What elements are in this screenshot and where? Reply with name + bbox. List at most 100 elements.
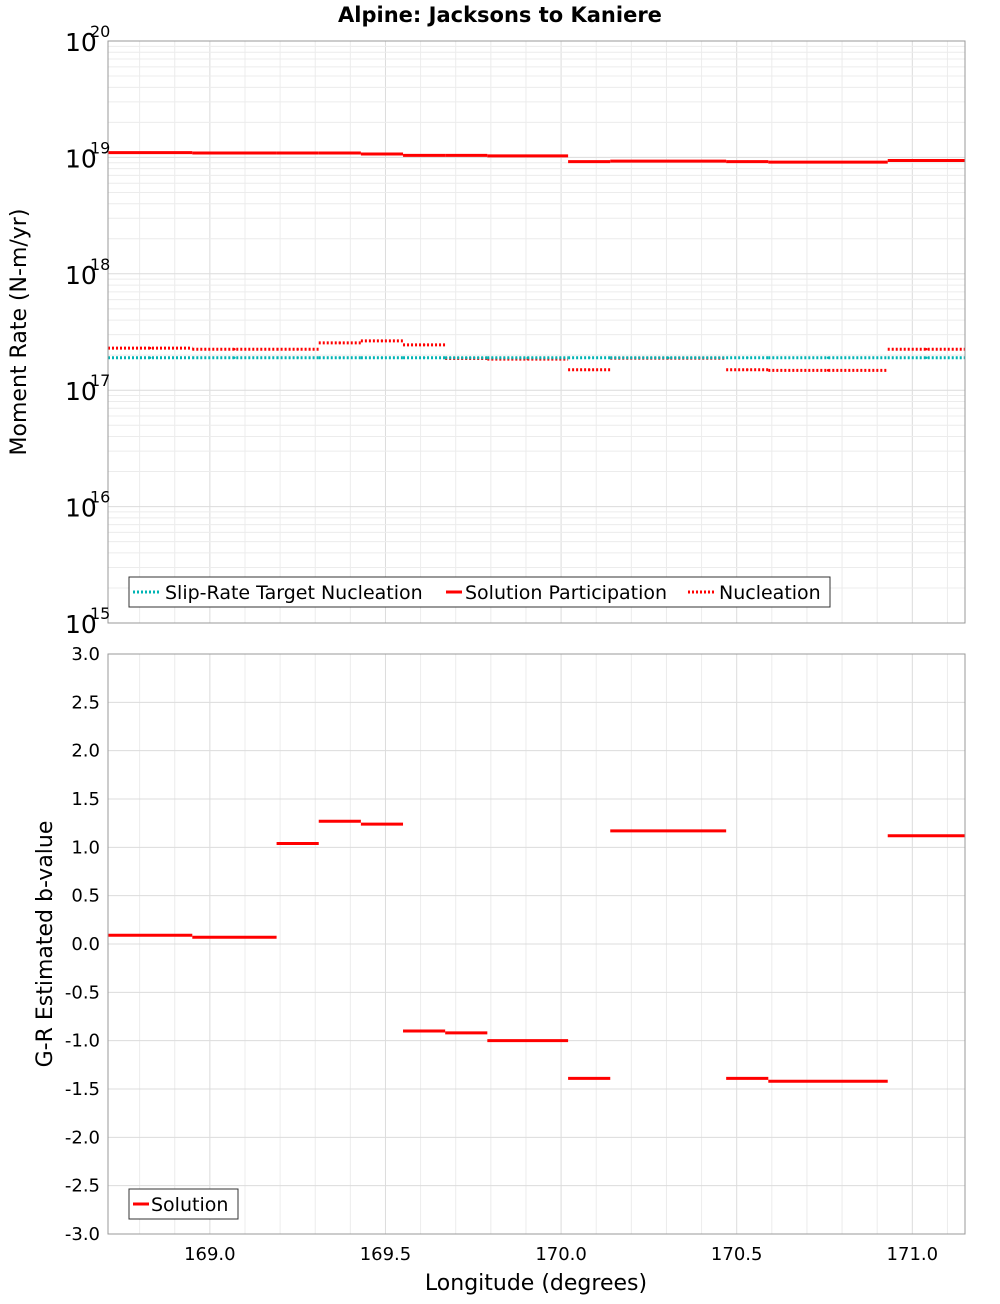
top-series-nucleation-point — [233, 348, 236, 351]
top-series-solution-participation-point — [925, 159, 928, 162]
top-series-solution-participation-point — [465, 154, 468, 157]
x-tick-label: 171.0 — [887, 1244, 939, 1265]
top-y-tick-exponent: 17 — [90, 371, 110, 390]
bottom-series-solution-point — [380, 822, 384, 826]
top-y-tick-label: 10 — [65, 494, 97, 523]
bottom-series-solution-point — [338, 820, 342, 823]
top-series-solution-participation-point — [338, 151, 342, 155]
top-series-slip-rate-target-nucleation-point — [296, 356, 299, 359]
top-y-tick-exponent: 20 — [90, 22, 110, 41]
top-y-tick-label: 10 — [65, 610, 97, 639]
bottom-series-solution-point — [587, 1077, 591, 1080]
bottom-series-solution-point — [826, 1080, 830, 1083]
top-series-slip-rate-target-nucleation-point — [465, 356, 468, 359]
legend-label-solution-participation: Solution Participation — [465, 582, 667, 604]
legend-label-solution: Solution — [151, 1194, 228, 1216]
x-tick-label: 170.5 — [711, 1244, 763, 1265]
top-y-tick-exponent: 18 — [90, 255, 110, 274]
top-series-slip-rate-target-nucleation-point — [380, 356, 384, 359]
top-series-slip-rate-target-nucleation-point — [526, 356, 529, 359]
bottom-y-tick-label: -3.0 — [65, 1224, 100, 1245]
bottom-y-tick-label: 3.0 — [71, 644, 100, 665]
top-legend: Slip-Rate Target Nucleation Solution Par… — [128, 576, 831, 608]
chart-title: Alpine: Jacksons to Kaniere — [338, 3, 662, 27]
top-y-tick-label: 10 — [65, 261, 97, 290]
bottom-plot-grid — [108, 653, 965, 1235]
bottom-y-tick-label: 2.0 — [71, 741, 100, 762]
top-series-slip-rate-target-nucleation-point — [422, 356, 426, 359]
x-axis-label: Longitude (degrees) — [425, 1271, 647, 1296]
x-axis-ticks: 169.0 169.5 170.0 170.5 171.0 — [184, 1244, 938, 1265]
top-series-nucleation-point — [338, 341, 342, 345]
top-series-nucleation-point — [925, 348, 928, 351]
top-series-nucleation-point — [296, 348, 299, 351]
top-series-slip-rate-target-nucleation-point — [746, 356, 749, 359]
top-series-nucleation-point — [148, 346, 152, 350]
top-series-solution-participation-point — [667, 159, 670, 163]
bottom-series-solution-point — [746, 1077, 749, 1080]
bottom-legend: Solution — [128, 1188, 239, 1220]
top-y-tick-exponent: 16 — [90, 488, 110, 507]
legend-label-nucleation: Nucleation — [719, 582, 821, 604]
top-series-slip-rate-target-nucleation-point — [667, 356, 670, 359]
x-tick-label: 170.0 — [535, 1244, 587, 1265]
top-series-slip-rate-target-nucleation-point — [925, 356, 928, 359]
top-y-tick-label: 10 — [65, 377, 97, 406]
top-series-nucleation-point — [380, 339, 384, 343]
bottom-series-solution-point — [233, 936, 236, 939]
top-series-solution-participation-point — [296, 151, 299, 155]
bottom-series-solution-point — [465, 1031, 468, 1035]
top-series-nucleation-point — [826, 369, 830, 372]
bottom-y-tick-label: 0.0 — [71, 934, 100, 955]
bottom-y-tick-label: -2.5 — [65, 1176, 100, 1197]
bottom-series-solution-point — [148, 934, 152, 937]
top-plot-grid — [108, 41, 965, 624]
bottom-plot-y-ticks: 3.0 2.5 2.0 1.5 1.0 0.5 0.0 -0.5 -1.0 -1.5 -2.0 -2.… — [65, 644, 100, 1245]
bottom-y-tick-label: 0.5 — [71, 886, 100, 907]
x-tick-label: 169.0 — [184, 1244, 236, 1265]
bottom-series-solution-point — [422, 1029, 426, 1033]
bottom-y-axis-label: G-R Estimated b-value — [33, 821, 58, 1068]
top-y-tick-exponent: 15 — [90, 604, 110, 623]
top-series-slip-rate-target-nucleation-point — [826, 356, 830, 359]
bottom-plot-series — [108, 819, 965, 1083]
top-series-solution-participation-point — [148, 151, 152, 154]
top-series-solution-participation-point — [526, 154, 529, 158]
top-series-nucleation-point — [422, 343, 426, 347]
top-y-tick-label: 10 — [65, 28, 97, 57]
top-series-slip-rate-target-nucleation-point — [338, 356, 342, 359]
bottom-plot-frame — [107, 653, 966, 1235]
top-y-tick-label: 10 — [65, 144, 97, 173]
top-series-slip-rate-target-nucleation-point — [148, 356, 152, 359]
top-series-solution-participation-point — [422, 154, 426, 157]
top-series-nucleation-point — [587, 368, 591, 371]
legend-label-target: Slip-Rate Target Nucleation — [165, 582, 423, 604]
bottom-y-tick-label: 1.5 — [71, 789, 100, 810]
top-plot-series — [108, 151, 965, 372]
x-tick-label: 169.5 — [360, 1244, 412, 1265]
top-series-solution-participation-point — [380, 152, 384, 156]
top-y-axis-label: Moment Rate (N-m/yr) — [7, 209, 32, 456]
top-plot-frame — [107, 40, 966, 624]
top-series-slip-rate-target-nucleation-point — [233, 356, 236, 359]
bottom-series-solution-point — [667, 829, 670, 833]
bottom-y-tick-label: -1.5 — [65, 1079, 100, 1100]
bottom-y-tick-label: -1.0 — [65, 1031, 100, 1052]
bottom-series-solution-point — [296, 842, 299, 845]
bottom-y-tick-label: -2.0 — [65, 1127, 100, 1148]
bottom-y-tick-label: 1.0 — [71, 837, 100, 858]
bottom-y-tick-label: -0.5 — [65, 982, 100, 1003]
top-series-slip-rate-target-nucleation-point — [587, 356, 591, 359]
top-series-nucleation-point — [746, 368, 749, 371]
top-y-tick-exponent: 19 — [90, 138, 110, 157]
top-series-solution-participation-point — [233, 151, 236, 155]
bottom-series-solution-point — [526, 1039, 529, 1042]
bottom-y-tick-label: 2.5 — [71, 692, 100, 713]
bottom-series-solution-point — [925, 834, 928, 837]
top-series-solution-participation-point — [587, 160, 591, 163]
top-series-solution-participation-point — [746, 160, 749, 163]
top-series-solution-participation-point — [826, 160, 830, 164]
